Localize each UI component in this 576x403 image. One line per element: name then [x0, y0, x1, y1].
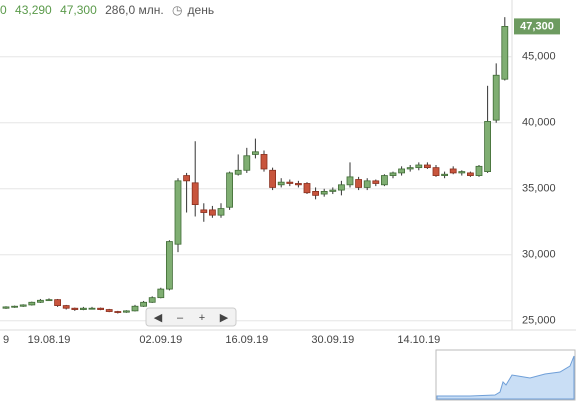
candle-body	[183, 175, 191, 182]
navigator[interactable]	[435, 349, 576, 401]
candle-body	[191, 182, 199, 206]
candle-body	[432, 167, 440, 176]
candle-body	[312, 190, 320, 196]
candle-body	[492, 74, 500, 121]
candle-body	[286, 181, 294, 184]
candle-body	[217, 208, 225, 216]
candle-body	[105, 309, 113, 312]
candle-body	[157, 288, 165, 299]
candle-body	[131, 305, 139, 312]
header: 0 43,290 47,300 286,0 млн. ◷ день	[0, 3, 219, 17]
candle-body	[484, 121, 492, 173]
candle-body	[389, 172, 397, 176]
candle-body	[303, 183, 311, 194]
candle-body	[398, 168, 406, 174]
candle-body	[243, 155, 251, 171]
candle-body	[372, 180, 380, 184]
candle-body	[466, 172, 474, 176]
stat: 47,300	[60, 3, 97, 17]
candle-body	[441, 173, 449, 176]
candle-body	[165, 241, 173, 290]
candle-body	[148, 297, 156, 303]
candle-body	[320, 190, 328, 195]
x-tick-label: 30.09.19	[311, 334, 354, 346]
candle-body	[234, 169, 242, 175]
scroll-left[interactable]: ◀	[154, 312, 163, 324]
nav-buttons: ◀ – + ▶	[145, 307, 237, 327]
candle-body	[226, 172, 234, 208]
candle-body	[269, 169, 277, 188]
candle-body	[2, 306, 10, 309]
candle-body	[54, 299, 61, 306]
scroll-right[interactable]: ▶	[220, 312, 229, 324]
candle-body	[140, 301, 148, 307]
y-tick-label: 25,000	[522, 315, 556, 327]
candle-body	[80, 307, 87, 310]
candle-body	[355, 179, 363, 188]
zoom-in[interactable]: +	[199, 312, 205, 324]
x-tick-label: 14.10.19	[397, 334, 440, 346]
stat: 0	[0, 3, 7, 17]
candle-body	[406, 167, 414, 170]
candle-body	[475, 165, 483, 176]
candle-body	[71, 307, 79, 310]
last-price-label: 47,300	[520, 20, 554, 32]
candle-body	[19, 304, 27, 307]
plot: 25,000 30,000 35,000 40,000 45,000 9 19.08.19 0…	[0, 17, 560, 346]
candle-body	[208, 209, 216, 216]
candle-body	[28, 301, 36, 306]
last-price-box	[514, 18, 560, 35]
candle-body	[380, 175, 388, 186]
x-tick-label: 9	[3, 334, 9, 346]
candle-body	[123, 310, 130, 313]
candle-body	[458, 171, 466, 174]
x-tick-label: 16.09.19	[225, 334, 268, 346]
y-tick-label: 45,000	[522, 51, 556, 63]
y-tick-label: 35,000	[522, 183, 556, 195]
x-tick-label: 02.09.19	[139, 334, 182, 346]
navigator-area	[436, 355, 575, 400]
candle-body	[337, 184, 345, 191]
candle-body	[11, 305, 19, 308]
candle-body	[200, 209, 208, 213]
candle-body	[62, 305, 70, 309]
period[interactable]: день	[187, 3, 215, 17]
candle-body	[449, 168, 457, 174]
candle-body	[329, 189, 337, 192]
candle-body	[415, 164, 423, 169]
candle-body	[97, 307, 104, 310]
candle-body	[260, 154, 268, 170]
candle-body	[88, 307, 96, 310]
candle-body	[294, 183, 302, 186]
candle-body	[501, 25, 509, 80]
candle-body	[37, 299, 44, 303]
clock-icon: ◷	[172, 3, 183, 17]
candle-body	[346, 176, 354, 186]
stat: 43,290	[15, 3, 52, 17]
x-tick-label: 19.08.19	[28, 334, 71, 346]
y-tick-label: 30,000	[522, 249, 556, 261]
candle-body	[363, 180, 371, 188]
candle-body	[277, 181, 285, 186]
stat: 286,0 млн.	[105, 3, 164, 17]
zoom-out[interactable]: –	[177, 312, 184, 324]
candle-body	[251, 151, 259, 155]
candle-body	[114, 311, 122, 313]
y-tick-label: 40,000	[522, 117, 556, 129]
candle-body	[45, 299, 53, 302]
candle-body	[174, 180, 182, 245]
candle-body	[423, 164, 431, 169]
nav-bar	[145, 307, 237, 327]
